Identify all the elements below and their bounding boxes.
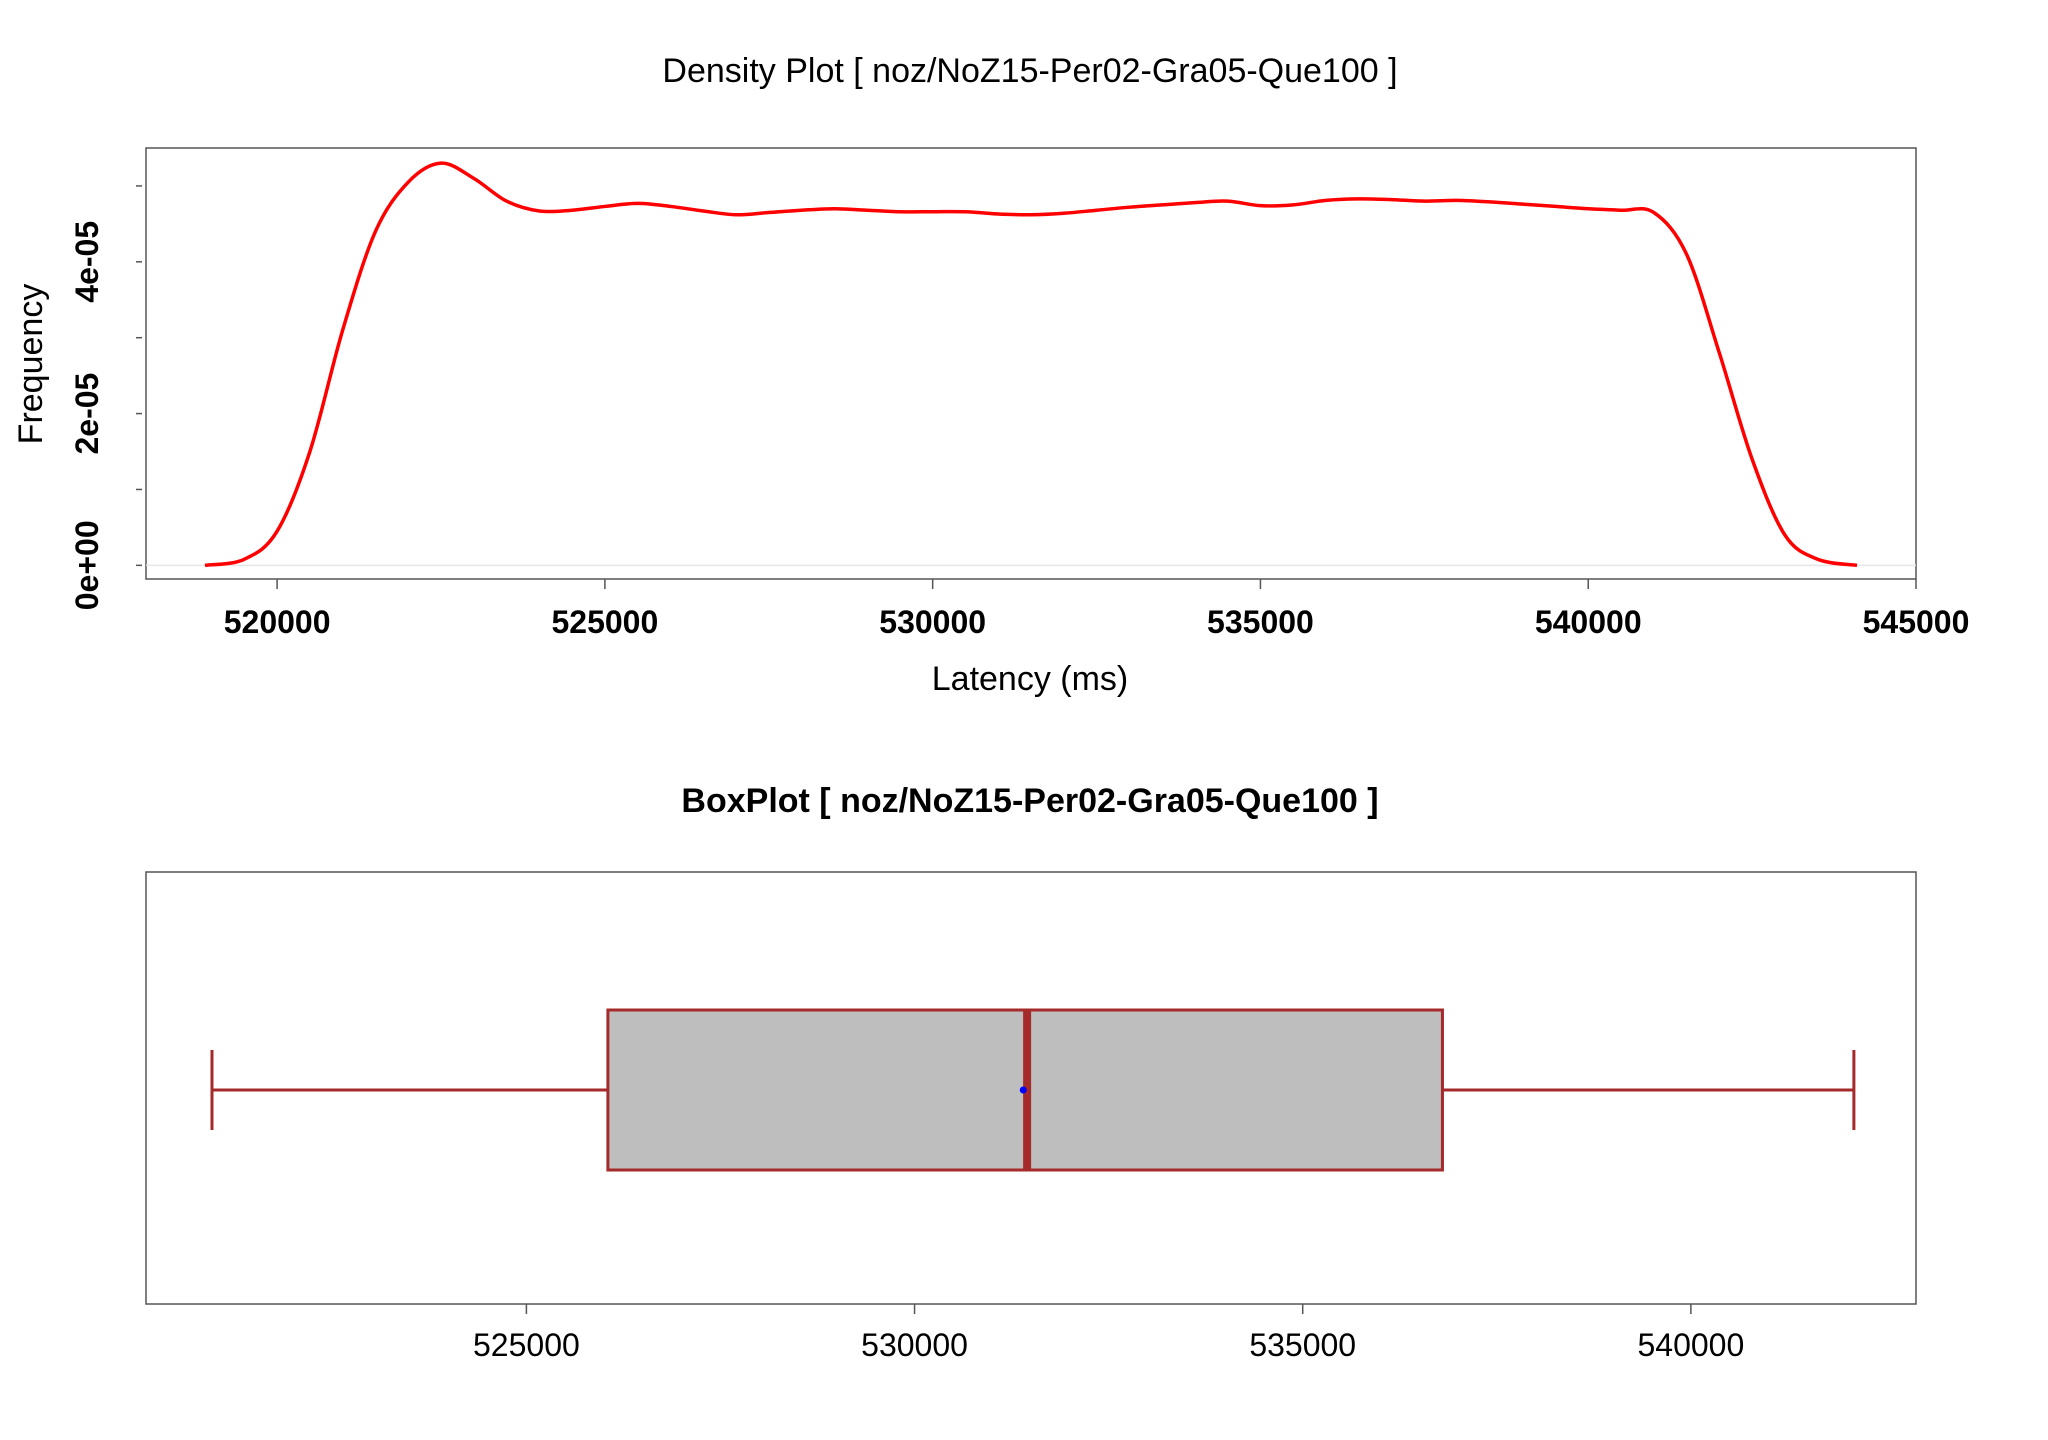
density-x-axis: 520000 525000 530000 535000 540000 545000 — [224, 579, 1970, 640]
boxplot-panel: BoxPlot [ noz/NoZ15-Per02-Gra05-Que100 ]… — [145, 782, 1917, 1363]
boxplot-x-tick-label: 540000 — [1637, 1327, 1744, 1363]
density-x-tick-label: 520000 — [224, 604, 331, 640]
density-y-tick-label: 0e+00 — [69, 520, 105, 610]
boxplot-mean-point — [1019, 1086, 1027, 1094]
density-x-tick-label: 530000 — [879, 604, 986, 640]
density-x-axis-label: Latency (ms) — [932, 660, 1129, 698]
density-y-axis-label: Frequency — [12, 284, 50, 445]
boxplot-x-tick-label: 525000 — [473, 1327, 580, 1363]
boxplot-plot-frame — [145, 871, 1917, 1305]
boxplot-title: BoxPlot [ noz/NoZ15-Per02-Gra05-Que100 ] — [681, 782, 1378, 820]
density-x-tick-label: 525000 — [551, 604, 658, 640]
density-title: Density Plot [ noz/NoZ15-Per02-Gra05-Que… — [662, 52, 1397, 90]
density-y-axis: 0e+00 2e-05 4e-05 — [69, 185, 142, 610]
boxplot-x-axis: 525000 530000 535000 540000 — [473, 1304, 1744, 1363]
density-panel: Density Plot [ noz/NoZ15-Per02-Gra05-Que… — [12, 52, 1969, 698]
density-curve — [204, 161, 1858, 568]
boxplot-marks — [210, 1008, 1856, 1172]
density-y-tick-label: 4e-05 — [69, 221, 105, 303]
density-x-tick-label: 540000 — [1535, 604, 1642, 640]
density-x-tick-label: 535000 — [1207, 604, 1314, 640]
density-y-tick-label: 2e-05 — [69, 373, 105, 455]
density-plot-frame — [145, 147, 1917, 580]
density-x-tick-label: 545000 — [1863, 604, 1970, 640]
boxplot-x-tick-label: 535000 — [1249, 1327, 1356, 1363]
boxplot-x-tick-label: 530000 — [861, 1327, 968, 1363]
